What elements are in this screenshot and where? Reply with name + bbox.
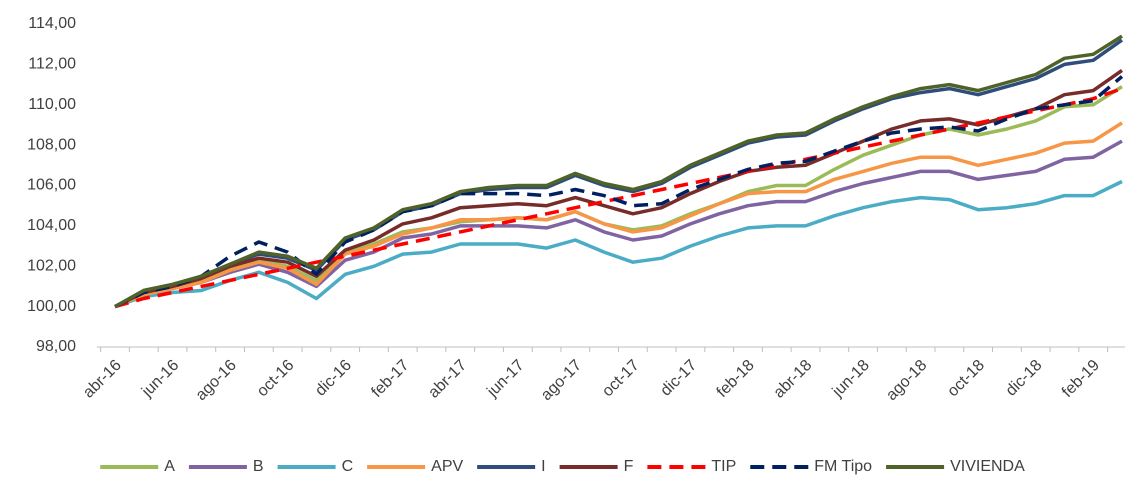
- legend-label: FM Tipo: [814, 458, 872, 475]
- legend-label: TIP: [711, 458, 736, 475]
- x-tick-label: dic-17: [657, 357, 700, 400]
- series-line: [114, 38, 1124, 309]
- series-line: [114, 68, 1124, 309]
- x-tick-label: dic-16: [312, 357, 355, 400]
- x-tick-label: jun-16: [138, 357, 182, 401]
- y-tick-label: 112,00: [28, 56, 76, 73]
- legend-label: VIVIENDA: [950, 458, 1025, 475]
- series-line: [114, 139, 1123, 309]
- legend-label: I: [541, 458, 545, 475]
- y-tick-label: 100,00: [27, 298, 76, 315]
- series-line: [114, 34, 1123, 309]
- x-tick-label: jun-18: [829, 357, 873, 401]
- x-tick-label: oct-16: [254, 357, 298, 401]
- x-tick-label: oct-18: [944, 357, 988, 401]
- x-tick-label: jun-17: [483, 357, 527, 401]
- legend-label: C: [342, 458, 354, 475]
- y-tick-label: 110,00: [28, 96, 76, 113]
- x-tick-label: feb-18: [714, 357, 758, 401]
- series-line: [114, 179, 1123, 309]
- series-line: [114, 86, 1123, 309]
- y-tick-label: 104,00: [27, 217, 76, 234]
- legend-label: APV: [431, 458, 463, 475]
- y-tick-label: 108,00: [27, 136, 76, 153]
- x-tick-label: ago-18: [883, 357, 930, 404]
- y-tick-label: 98,00: [36, 338, 76, 355]
- x-tick-label: abr-17: [425, 357, 470, 402]
- y-tick-label: 102,00: [27, 257, 76, 274]
- x-tick-label: abr-18: [771, 357, 816, 402]
- x-tick-label: feb-17: [368, 357, 412, 401]
- series-line: [114, 75, 1124, 309]
- x-tick-label: feb-19: [1059, 357, 1103, 401]
- x-tick-label: dic-18: [1003, 357, 1046, 400]
- legend-label: B: [253, 458, 264, 475]
- y-tick-label: 106,00: [27, 177, 76, 194]
- legend-label: F: [624, 458, 634, 475]
- legend-label: A: [164, 458, 175, 475]
- x-tick-label: ago-17: [538, 357, 585, 404]
- x-tick-label: oct-17: [599, 357, 643, 401]
- y-tick-label: 114,00: [28, 15, 76, 32]
- x-tick-label: abr-16: [80, 357, 125, 402]
- x-tick-label: ago-16: [193, 357, 240, 404]
- series-line: [114, 121, 1123, 309]
